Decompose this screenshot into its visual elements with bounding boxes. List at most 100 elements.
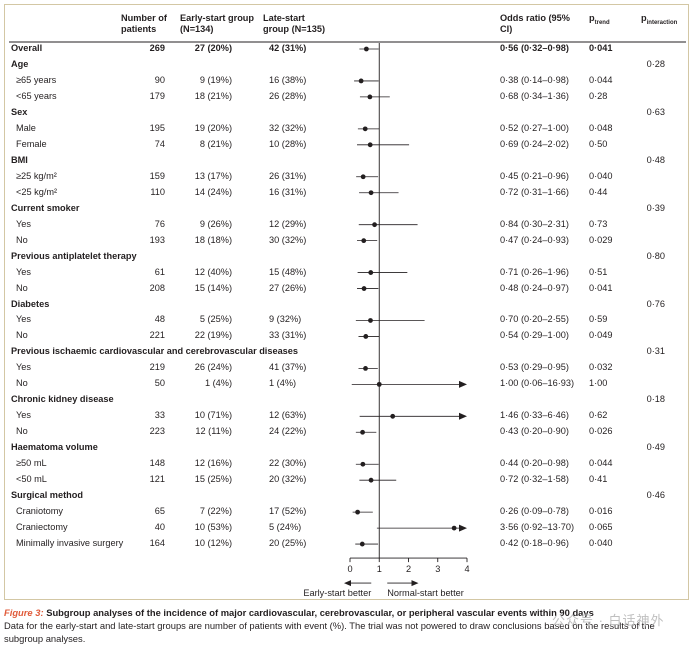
p-trend: 0·62 (589, 410, 608, 421)
n-patients: 33 (154, 410, 165, 421)
n-patients: 40 (154, 522, 165, 533)
overall-label: Overall (11, 43, 43, 53)
section-label: Haematoma volume (11, 442, 98, 453)
point-estimate (367, 142, 373, 148)
point-estimate (360, 461, 366, 467)
subgroup-label: No (16, 378, 28, 389)
early-start-events: 15 (25%) (194, 474, 232, 485)
odds-ratio-ci: 0·56 (0·32–0·98) (500, 43, 569, 53)
odds-ratio-ci: 0·47 (0·24–0·93) (500, 234, 569, 245)
p-trend: 0·048 (589, 122, 613, 133)
watermark: 公众号 · 白话神外 (552, 613, 665, 628)
p-trend: 0·016 (589, 506, 613, 517)
odds-ratio-ci: 0·70 (0·20–2·55) (500, 314, 569, 325)
n-patients: 110 (150, 186, 165, 197)
late-start-events: 41 (37%) (269, 362, 307, 373)
p-trend: 0·51 (589, 266, 608, 277)
odds-ratio-ci: 0·26 (0·09–0·78) (500, 506, 569, 517)
early-start-events: 15 (14%) (194, 282, 232, 293)
late-start-events: 16 (38%) (269, 74, 307, 85)
section-label: Diabetes (11, 298, 50, 309)
figure-frame: Number of patients Early-start group (N=1… (4, 4, 689, 600)
odds-ratio-ci: 0·48 (0·24–0·97) (500, 282, 569, 293)
p-interaction: 0·31 (646, 346, 665, 357)
point-estimate (363, 334, 369, 339)
odds-ratio-ci: 0·71 (0·26–1·96) (500, 266, 569, 277)
late-start-events: 20 (32%) (269, 474, 307, 485)
late-start-events: 16 (31%) (269, 186, 307, 197)
n-patients: 179 (149, 90, 165, 101)
point-estimate (361, 238, 367, 244)
p-trend: 0·041 (589, 282, 613, 293)
subgroup-label: Craniotomy (16, 506, 63, 517)
odds-ratio-ci: 0·44 (0·20–0·98) (500, 458, 569, 469)
p-trend: 0·28 (589, 90, 608, 101)
subgroup-label: <65 years (16, 90, 57, 101)
p-trend: 0·41 (589, 474, 608, 485)
point-estimate (368, 190, 374, 196)
x-tick-label: 4 (464, 564, 469, 574)
p-trend: 0·065 (589, 522, 613, 533)
point-estimate (368, 318, 373, 323)
early-start-events: 27 (20%) (194, 43, 232, 53)
subgroup-label: <50 mL (16, 474, 47, 485)
subgroup-label: Yes (16, 410, 31, 421)
early-start-events: 26 (24%) (194, 362, 232, 373)
early-start-events: 7 (22%) (199, 506, 232, 517)
p-trend: 1·00 (589, 378, 608, 389)
header-p-trend-subscript: trend (594, 19, 610, 26)
early-start-events: 13 (17%) (194, 170, 232, 181)
p-trend: 0·73 (589, 218, 608, 229)
point-estimate (363, 46, 369, 52)
odds-ratio-ci: 0·53 (0·29–0·95) (500, 362, 569, 373)
early-start-events: 9 (26%) (199, 218, 232, 229)
subgroup-label: No (16, 426, 28, 437)
point-estimate (451, 525, 457, 531)
n-patients: 208 (149, 282, 165, 293)
n-patients: 195 (149, 122, 165, 133)
x-tick-label: 3 (435, 564, 440, 574)
odds-ratio-ci: 0·72 (0·31–1·66) (500, 186, 569, 197)
n-patients: 76 (154, 218, 165, 229)
p-interaction: 0·76 (646, 298, 665, 309)
section-label: Age (11, 58, 29, 69)
header-p-interaction: pinteraction (641, 13, 677, 29)
odds-ratio-ci: 0·68 (0·34–1·36) (500, 90, 569, 101)
point-estimate (358, 78, 364, 84)
p-trend: 0·044 (589, 458, 613, 469)
header-p-interaction-subscript: interaction (646, 19, 678, 26)
early-start-events: 10 (53%) (194, 522, 232, 533)
subgroup-label: <25 kg/m² (16, 186, 58, 197)
p-trend: 0·029 (589, 234, 613, 245)
late-start-events: 9 (32%) (269, 314, 302, 325)
early-start-events: 12 (40%) (194, 266, 232, 277)
caption-figure-label: Figure 3: (4, 607, 44, 618)
subgroup-label: No (16, 330, 28, 341)
point-estimate (360, 429, 365, 435)
n-patients: 74 (154, 138, 165, 149)
n-patients: 65 (154, 506, 165, 517)
header-p-interaction-p: p (641, 13, 647, 23)
odds-ratio-ci: 0·69 (0·24–2·02) (500, 138, 569, 149)
p-trend: 0·032 (589, 362, 613, 373)
odds-ratio-ci: 0·84 (0·30–2·31) (500, 218, 569, 229)
p-trend: 0·041 (589, 43, 613, 53)
n-patients: 223 (149, 426, 165, 437)
figure-caption: Figure 3: Subgroup analyses of the incid… (4, 606, 690, 645)
early-start-events: 5 (25%) (199, 314, 232, 325)
n-patients: 221 (149, 330, 165, 341)
p-interaction: 0·48 (646, 154, 665, 165)
point-estimate (363, 366, 368, 371)
n-patients: 61 (154, 266, 165, 277)
section-label: Sex (11, 106, 28, 117)
header-late-start: Late-start group (N=135) (263, 13, 326, 34)
forest-plot: 0 1 2 3 4 Early-start better Normal-start bett… (9, 41, 686, 598)
p-interaction: 0·80 (646, 250, 665, 261)
odds-ratio-ci: 0·52 (0·27–1·00) (500, 122, 569, 133)
p-trend: 0·44 (589, 186, 608, 197)
odds-ratio-ci: 0·43 (0·20–0·90) (500, 426, 569, 437)
subgroup-label: Male (16, 122, 36, 133)
early-start-events: 12 (16%) (194, 458, 232, 469)
p-interaction: 0·63 (646, 106, 665, 117)
subgroup-label: Yes (16, 218, 31, 229)
